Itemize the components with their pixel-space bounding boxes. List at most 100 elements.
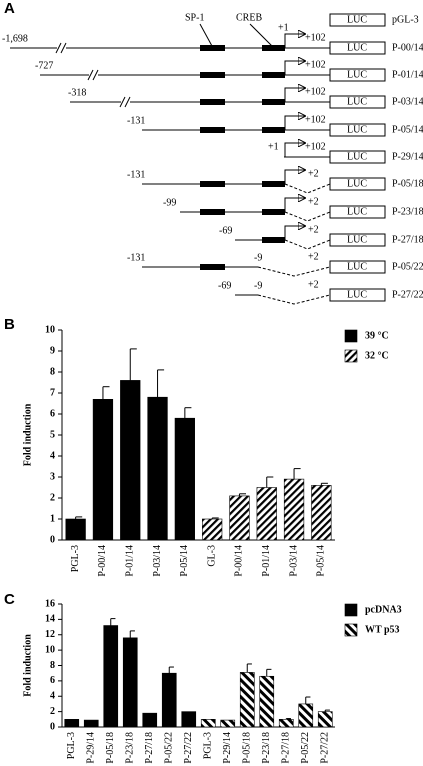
bar bbox=[239, 672, 255, 728]
y-tick-label: 2 bbox=[50, 492, 55, 503]
creb-label: CREB bbox=[236, 12, 262, 23]
construct-name: P-05/18 bbox=[392, 178, 423, 189]
bar bbox=[174, 417, 195, 541]
break bbox=[55, 42, 62, 54]
y-tick-label: 16 bbox=[45, 598, 55, 609]
y-tick-label: 0 bbox=[50, 534, 55, 545]
luc-label: LUC bbox=[347, 14, 367, 25]
bar bbox=[259, 675, 275, 728]
x-tick-label: P-05/14 bbox=[316, 545, 327, 577]
legend-label: WT p53 bbox=[365, 624, 400, 635]
x-tick-label: P-05/22 bbox=[164, 732, 175, 764]
x-tick-label: PGL-3 bbox=[66, 732, 77, 759]
y-tick-label: 7 bbox=[50, 387, 55, 398]
start-label: -69 bbox=[218, 280, 231, 291]
deletion bbox=[257, 294, 331, 305]
luc-label: LUC bbox=[347, 124, 367, 135]
bar bbox=[200, 719, 216, 728]
panel-label: C bbox=[4, 591, 15, 608]
start-label: -99 bbox=[163, 197, 176, 208]
creb-box bbox=[262, 45, 285, 51]
legend-swatch bbox=[344, 349, 358, 363]
bar bbox=[278, 719, 294, 728]
end-label: +2 bbox=[308, 251, 319, 262]
x-tick-label: P-27/18 bbox=[281, 732, 292, 764]
x-tick-label: P-03/14 bbox=[288, 545, 299, 577]
tss-arrow bbox=[284, 198, 305, 212]
bar bbox=[283, 478, 305, 541]
luc-label: LUC bbox=[347, 69, 367, 80]
bar bbox=[142, 712, 158, 728]
creb-box bbox=[262, 181, 285, 187]
sp1-box bbox=[200, 209, 225, 215]
x-tick-label: P-03/14 bbox=[152, 545, 163, 577]
y-tick-label: 6 bbox=[50, 408, 55, 419]
start-label: -131 bbox=[127, 115, 145, 126]
x-tick-label: P-27/22 bbox=[183, 732, 194, 764]
x-tick-label: P-27/18 bbox=[144, 732, 155, 764]
y-tick-label: 12 bbox=[45, 629, 55, 640]
y-tick-label: 10 bbox=[45, 324, 55, 335]
creb-box bbox=[262, 237, 285, 243]
cut-label: -9 bbox=[254, 252, 262, 263]
creb-box bbox=[262, 127, 285, 133]
tss-arrow bbox=[284, 61, 305, 75]
luc-box bbox=[329, 260, 386, 274]
y-tick-label: 5 bbox=[50, 429, 55, 440]
break bbox=[119, 96, 126, 108]
deletion bbox=[257, 266, 331, 277]
bar bbox=[103, 625, 119, 728]
y-tick-label: 2 bbox=[50, 706, 55, 717]
bar bbox=[256, 487, 277, 541]
construct-name: P-05/14 bbox=[392, 124, 423, 135]
y-axis-label: Fold induction bbox=[22, 403, 33, 466]
y-tick-label: 8 bbox=[50, 660, 55, 671]
legend-label: pcDNA3 bbox=[365, 604, 402, 615]
sp1-box bbox=[200, 264, 225, 270]
bar bbox=[122, 637, 138, 728]
x-tick-label: PGL-3 bbox=[203, 732, 214, 759]
end-label: +2 bbox=[308, 224, 319, 235]
panel-label: B bbox=[4, 316, 15, 333]
luc-box bbox=[329, 177, 386, 191]
sp1-label: SP-1 bbox=[185, 12, 204, 23]
x-tick-label: P-29/14 bbox=[222, 732, 233, 764]
tss-arrow bbox=[284, 226, 305, 240]
bar bbox=[65, 518, 86, 541]
legend-swatch bbox=[344, 603, 358, 617]
luc-label: LUC bbox=[347, 42, 367, 53]
x-tick-label: P-23/18 bbox=[125, 732, 136, 764]
construct-name: P-05/22 bbox=[392, 261, 423, 272]
construct-name: P-27/18 bbox=[392, 234, 423, 245]
break bbox=[92, 69, 99, 81]
end-label: +2 bbox=[308, 168, 319, 179]
start-label: -69 bbox=[219, 225, 232, 236]
luc-label: LUC bbox=[347, 96, 367, 107]
x-tick-label: P-05/22 bbox=[300, 732, 311, 764]
leader bbox=[249, 23, 273, 47]
legend-swatch bbox=[344, 623, 358, 637]
start-label: -131 bbox=[127, 169, 145, 180]
construct-name: P-03/14 bbox=[392, 96, 423, 107]
deletion bbox=[284, 183, 331, 194]
sp1-box bbox=[200, 72, 225, 78]
bar bbox=[202, 518, 223, 541]
creb-box bbox=[262, 99, 285, 105]
tss-arrow bbox=[284, 170, 305, 184]
start-label: -727 bbox=[35, 60, 53, 71]
y-tick-label: 4 bbox=[50, 691, 55, 702]
tss-label: +1 bbox=[278, 22, 289, 33]
x-tick-label: P-05/18 bbox=[105, 732, 116, 764]
x-tick-label: P-23/18 bbox=[261, 732, 272, 764]
creb-box bbox=[262, 209, 285, 215]
break bbox=[60, 42, 67, 54]
end-label: +102 bbox=[305, 114, 326, 125]
x-tick-label: P-00/14 bbox=[97, 545, 108, 577]
y-tick-label: 3 bbox=[50, 471, 55, 482]
tss-arrow bbox=[284, 143, 305, 157]
cut-label: -9 bbox=[254, 280, 262, 291]
x-tick-label: PGL-3 bbox=[70, 545, 81, 572]
legend-label: 32 °C bbox=[365, 350, 389, 361]
